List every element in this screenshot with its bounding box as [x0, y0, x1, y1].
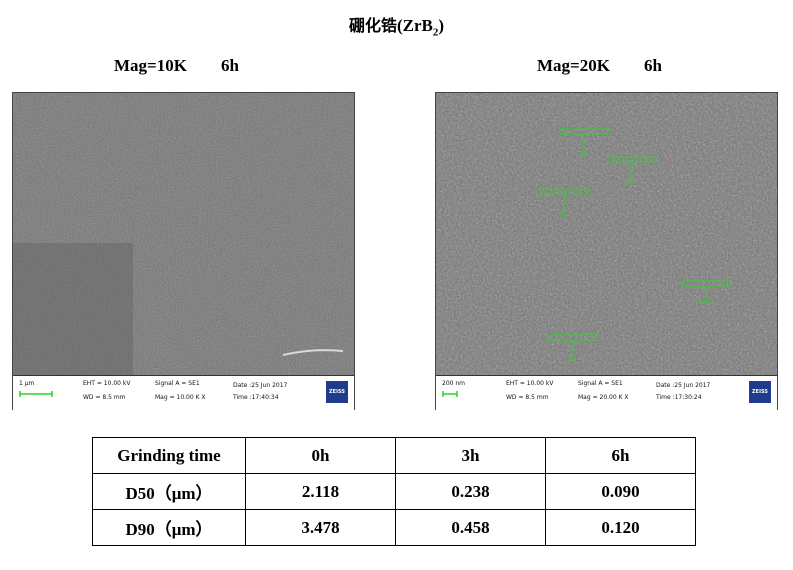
table-cell: 3.478	[245, 509, 396, 546]
date-label: Date :25 Jun 2017	[656, 382, 711, 389]
table-cell: 2.118	[245, 473, 396, 510]
left-caption-mag: Mag=10K	[114, 56, 187, 75]
eht-label: EHT = 10.00 kV	[506, 380, 554, 387]
table-cell: 0.120	[545, 509, 696, 546]
table-header-cell: 3h	[395, 437, 546, 474]
measurement-markers	[539, 128, 731, 362]
signal-label: Signal A = SE1	[155, 380, 200, 387]
scale-bar-icon	[19, 391, 53, 397]
sem-micrograph-right	[436, 93, 777, 375]
table-header-cell: 6h	[545, 437, 696, 474]
left-caption-time: 6h	[220, 56, 239, 75]
scale-label: 200 nm	[442, 380, 466, 387]
time-label: Time :17:30:24	[656, 394, 702, 401]
zeiss-logo: ZEISS	[326, 381, 348, 403]
left-caption: Mag=10K 6h	[114, 56, 239, 76]
table-row: D50（μm） 2.118 0.238 0.090	[92, 473, 696, 510]
mag-label: Mag = 20.00 K X	[578, 394, 629, 401]
right-caption: Mag=20K 6h	[537, 56, 662, 76]
document-title: 硼化锆(ZrB2)	[0, 12, 793, 38]
sem-info-bar-right: 200 nm EHT = 10.00 kV WD = 8.5 mm Signal…	[436, 375, 777, 410]
wd-label: WD = 8.5 mm	[506, 394, 549, 401]
sem-texture-left	[13, 93, 354, 375]
right-caption-mag: Mag=20K	[537, 56, 610, 75]
scale-bar-icon	[442, 391, 458, 397]
sem-texture-right	[436, 93, 777, 375]
sem-image-left: 1 µm EHT = 10.00 kV WD = 8.5 mm Signal A…	[12, 92, 355, 410]
wd-label: WD = 8.5 mm	[83, 394, 126, 401]
table-header-row: Grinding time 0h 3h 6h	[92, 437, 696, 474]
mag-label: Mag = 10.00 K X	[155, 394, 206, 401]
right-caption-time: 6h	[643, 56, 662, 75]
grinding-table: Grinding time 0h 3h 6h D50（μm） 2.118 0.2…	[92, 437, 696, 546]
table-row-label: D50（μm）	[92, 473, 246, 510]
title-subscript: 2	[432, 26, 439, 39]
table-header-cell: 0h	[245, 437, 396, 474]
table-cell: 0.238	[395, 473, 546, 510]
date-label: Date :25 Jun 2017	[233, 382, 288, 389]
title-formula: (ZrB	[396, 16, 433, 35]
scale-label: 1 µm	[19, 380, 35, 387]
zeiss-logo-text: ZEISS	[752, 389, 768, 395]
sem-info-bar-left: 1 µm EHT = 10.00 kV WD = 8.5 mm Signal A…	[13, 375, 354, 410]
eht-label: EHT = 10.00 kV	[83, 380, 131, 387]
title-chinese: 硼化锆	[348, 16, 397, 35]
table-cell: 0.090	[545, 473, 696, 510]
table-cell: 0.458	[395, 509, 546, 546]
title-close: )	[438, 16, 445, 35]
signal-label: Signal A = SE1	[578, 380, 623, 387]
time-label: Time :17:40:34	[233, 394, 279, 401]
sem-micrograph-left	[13, 93, 354, 375]
zeiss-logo-text: ZEISS	[329, 389, 345, 395]
sem-image-right: 200 nm EHT = 10.00 kV WD = 8.5 mm Signal…	[435, 92, 778, 410]
table-row-label: D90（μm）	[92, 509, 246, 546]
table-row: D90（μm） 3.478 0.458 0.120	[92, 509, 696, 546]
zeiss-logo: ZEISS	[749, 381, 771, 403]
table-header-cell: Grinding time	[92, 437, 246, 474]
